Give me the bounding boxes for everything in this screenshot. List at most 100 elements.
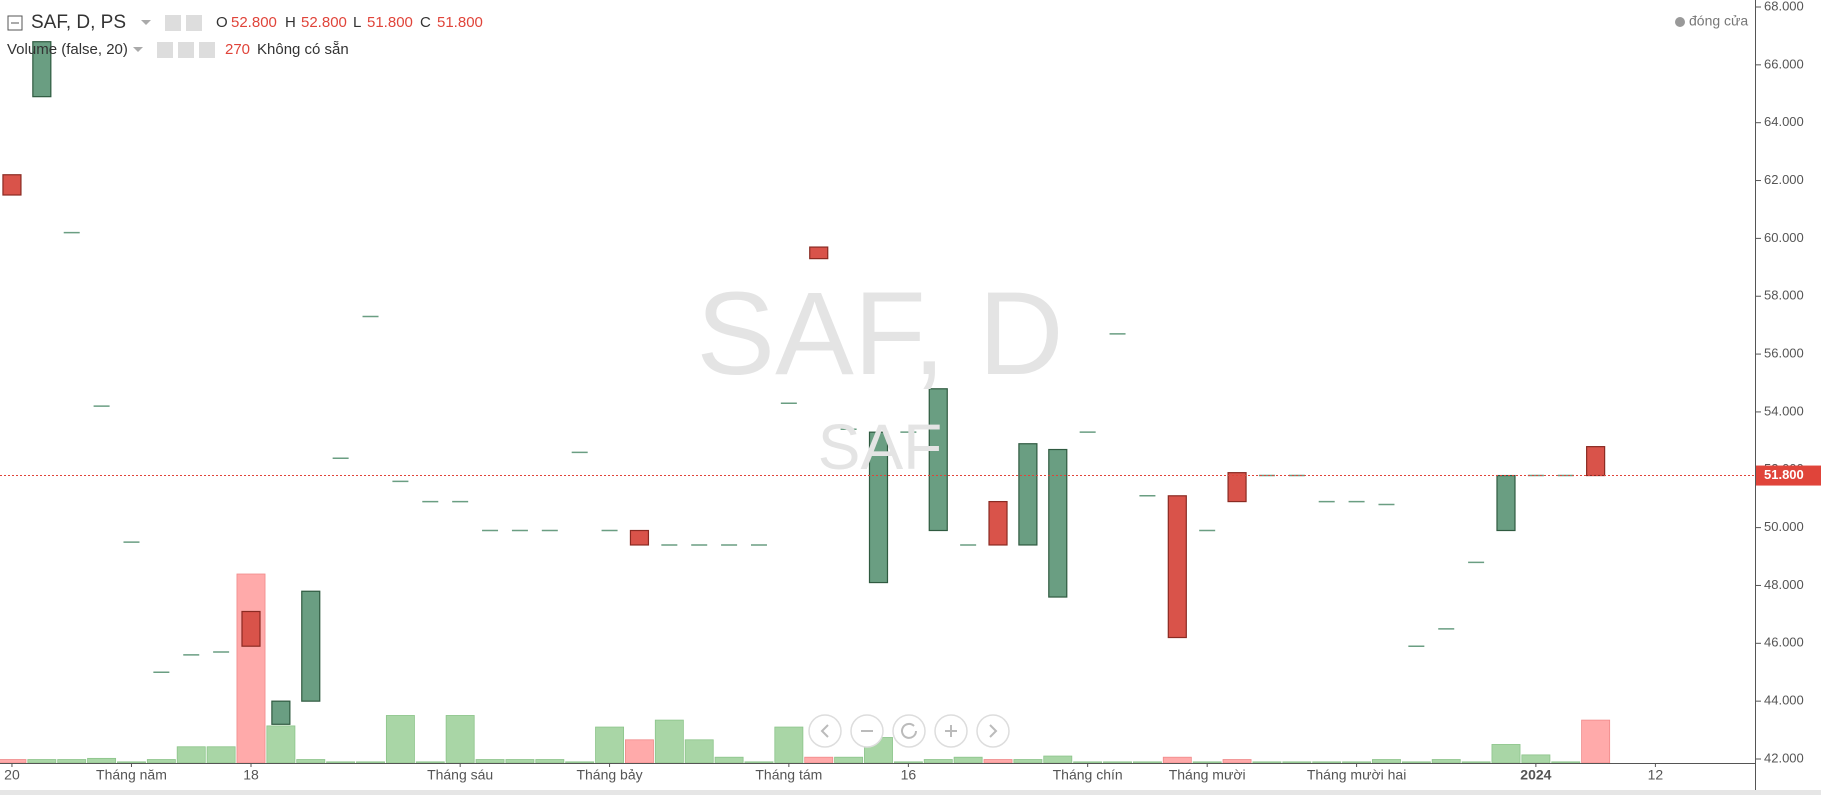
reset-button[interactable]	[892, 714, 926, 748]
volume-bar	[1252, 761, 1282, 764]
volume-bar	[744, 761, 774, 764]
volume-bar	[296, 759, 326, 764]
volume-title: Volume (false, 20)	[7, 41, 128, 58]
volume-bar	[206, 746, 236, 764]
symbol-title: SAF, D, PS	[31, 12, 126, 33]
y-tick-label: 58.000	[1764, 288, 1804, 303]
y-tick-label: 46.000	[1764, 635, 1804, 650]
volume-bar	[654, 719, 684, 764]
x-tick-label: Tháng mười hai	[1307, 767, 1406, 783]
volume-bar	[1222, 759, 1252, 764]
volume-bar	[893, 761, 923, 764]
volume-bar	[146, 759, 176, 764]
status-label: đóng cửa	[1689, 13, 1748, 29]
candle-body	[2, 174, 22, 196]
y-tick-label: 64.000	[1764, 114, 1804, 129]
eye-icon[interactable]	[157, 42, 173, 58]
candle-body	[1227, 472, 1247, 503]
x-tick-label: 18	[243, 767, 259, 783]
volume-bar	[117, 761, 146, 764]
volume-bar	[1312, 761, 1342, 764]
x-tick-label: Tháng tám	[755, 767, 822, 783]
settings-icon[interactable]	[186, 15, 202, 31]
candle-body	[271, 700, 291, 725]
symbol-menu[interactable]	[141, 20, 151, 25]
ohlc-label: L	[353, 14, 361, 31]
candle-body	[988, 500, 1008, 546]
watermark: SAF, D	[696, 268, 1063, 400]
volume-value: 270	[225, 41, 250, 58]
volume-bar	[176, 746, 206, 764]
eye-icon[interactable]	[165, 15, 181, 31]
volume-bar	[595, 726, 625, 764]
candle-body	[868, 431, 889, 584]
volume-bar	[684, 739, 714, 764]
y-tick-label: 62.000	[1764, 172, 1804, 187]
y-tick-label: 54.000	[1764, 403, 1804, 418]
y-tick-label: 56.000	[1764, 346, 1804, 361]
candle-body	[1018, 443, 1038, 546]
volume-bar	[1401, 761, 1431, 764]
ohlc-value: 52.800	[301, 14, 347, 31]
y-tick-label: 42.000	[1764, 750, 1804, 765]
volume-bar	[266, 725, 296, 764]
volume-bar	[1103, 761, 1132, 764]
candle-body	[928, 388, 948, 532]
x-tick-label: 12	[1648, 767, 1664, 783]
volume-bar	[1282, 761, 1312, 764]
volume-bar	[714, 756, 744, 764]
volume-bar	[625, 739, 654, 764]
y-tick-label: 44.000	[1764, 693, 1804, 708]
volume-bar	[505, 759, 535, 764]
x-tick-label: Tháng chín	[1053, 767, 1123, 783]
volume-bar	[1013, 759, 1043, 764]
volume-bar	[1491, 744, 1521, 764]
scroll-right-button[interactable]	[976, 714, 1010, 748]
volume-bar	[445, 715, 475, 764]
volume-bar	[1162, 756, 1192, 764]
volume-bar	[385, 715, 415, 764]
volume-bar	[774, 726, 804, 764]
volume-bar	[535, 759, 565, 764]
volume-menu[interactable]	[133, 47, 143, 52]
volume-bar	[565, 761, 595, 764]
candle-body	[241, 610, 261, 647]
candle-body	[1496, 474, 1516, 532]
volume-bar	[87, 757, 117, 764]
x-tick-label: 20	[4, 767, 20, 783]
volume-bar	[983, 759, 1013, 764]
scroll-left-button[interactable]	[808, 714, 842, 748]
ohlc-value: 51.800	[367, 14, 413, 31]
candle-body	[809, 246, 829, 260]
ohlc-value: 51.800	[437, 14, 483, 31]
volume-bar	[1581, 719, 1611, 764]
volume-bar	[415, 761, 445, 764]
volume-bar	[1132, 761, 1162, 764]
volume-bar	[804, 756, 834, 764]
ohlc-label: H	[285, 14, 296, 31]
volume-bar	[1073, 761, 1103, 764]
settings-icon[interactable]	[178, 42, 194, 58]
volume-bar	[1521, 754, 1551, 764]
y-tick-label: 68.000	[1764, 0, 1804, 13]
x-tick-label: Tháng sáu	[427, 767, 493, 783]
volume-bar	[1043, 755, 1073, 764]
ohlc-label: C	[420, 14, 431, 31]
watermark-sub: SAF	[818, 411, 942, 483]
volume-note: Không có sẵn	[257, 41, 349, 58]
volume-bar	[326, 761, 356, 764]
status-dot	[1675, 17, 1685, 27]
volume-bar	[1372, 759, 1401, 764]
close-icon[interactable]	[199, 42, 215, 58]
ohlc-label: O	[216, 14, 228, 31]
x-tick-label: Tháng năm	[96, 767, 167, 783]
candle-body	[32, 41, 52, 98]
last-price-label: 51.800	[1764, 467, 1804, 482]
volume-bar	[1461, 761, 1491, 764]
candle-body	[1048, 448, 1068, 598]
bottom-strip	[0, 790, 1821, 795]
collapse-button[interactable]	[7, 15, 23, 31]
y-tick-label: 48.000	[1764, 577, 1804, 592]
